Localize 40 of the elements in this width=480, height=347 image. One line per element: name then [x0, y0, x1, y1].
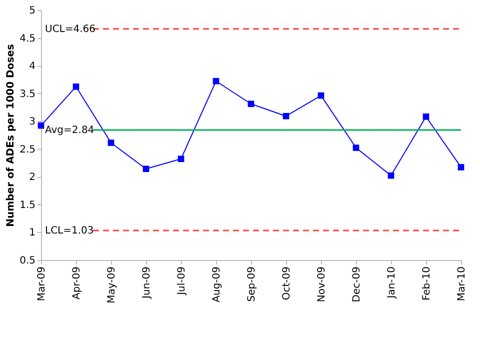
- y-tick-label: 5: [29, 6, 36, 16]
- point: [458, 164, 464, 170]
- point: [142, 166, 150, 172]
- x-tick-label: Mar-09: [36, 266, 48, 302]
- y-tick-label: 2.5: [20, 144, 36, 156]
- x-tick-label: Oct-09: [282, 266, 292, 300]
- point: [178, 156, 184, 162]
- ref-line-label: LCL=1.03: [45, 226, 94, 237]
- y-tick-label: 3.5: [20, 88, 36, 100]
- y-tick-label: 4: [29, 61, 36, 72]
- x-tick-label: Sep-09: [246, 266, 258, 302]
- y-tick-label: 1.5: [20, 200, 36, 211]
- x-tick-label: Feb-10: [422, 266, 432, 301]
- x-tick-label: Nov-09: [316, 266, 328, 302]
- ref-line-label: UCL=4.66: [45, 24, 96, 35]
- point: [38, 122, 44, 129]
- y-axis-title: Number of ADEs per 1000 Doses: [6, 44, 17, 227]
- point: [248, 100, 254, 108]
- x-tick-label: Jun-09: [142, 266, 152, 300]
- point: [422, 114, 430, 120]
- x-tick-label: Apr-09: [72, 266, 82, 300]
- x-tick-label: Dec-09: [352, 266, 362, 302]
- x-tick-label: Jan-10: [386, 266, 398, 300]
- x-tick-label: May-09: [106, 266, 118, 304]
- y-tick-label: 1: [29, 228, 36, 239]
- ref-line-label: Avg=2.84: [45, 125, 94, 136]
- point: [282, 112, 290, 120]
- x-tick-label: Jul-09: [176, 266, 188, 296]
- y-tick-label: 0.5: [20, 256, 36, 266]
- point: [318, 92, 324, 99]
- y-tick-label: 2: [29, 172, 36, 184]
- point: [352, 144, 360, 151]
- point: [72, 84, 80, 90]
- point: [212, 78, 220, 84]
- y-tick-label: 4.5: [20, 33, 36, 44]
- point: [108, 140, 114, 146]
- point: [388, 172, 394, 179]
- x-tick-label: Mar-10: [456, 266, 468, 302]
- y-tick-label: 3: [29, 116, 36, 128]
- x-tick-label: Aug-09: [212, 266, 222, 302]
